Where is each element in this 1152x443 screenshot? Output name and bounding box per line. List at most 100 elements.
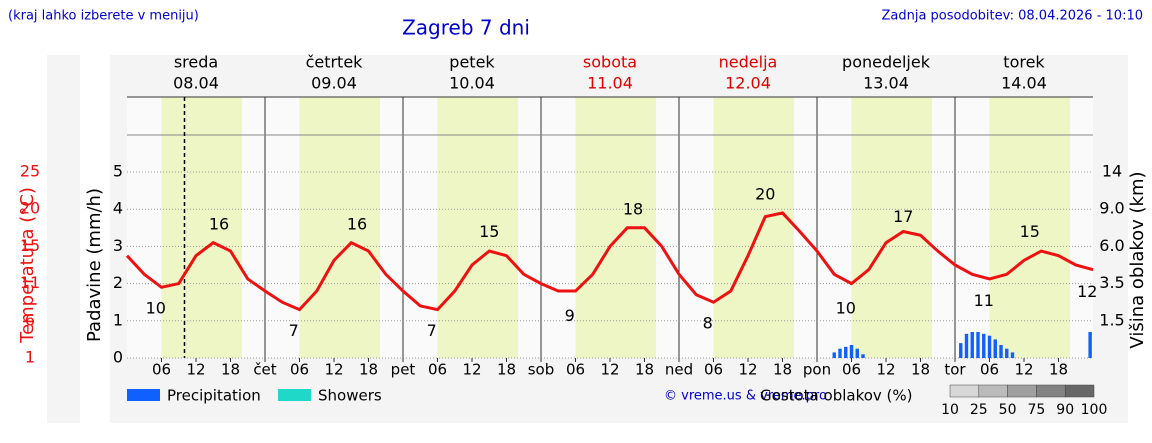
precip-bar: [993, 339, 997, 358]
credit: © vreme.us & vreme.pro: [664, 389, 827, 404]
temp-axis-label: Temperatura (°C): [17, 187, 38, 344]
y2-tick-label: 9.0: [1099, 199, 1124, 218]
precip-bar: [976, 331, 980, 358]
y-tick-label: 3: [113, 236, 123, 255]
y2-axis-label: Višina oblakov (km): [1127, 171, 1148, 348]
temp-label: 16: [347, 214, 367, 233]
precip-bar: [1005, 348, 1009, 358]
cloud-swatch: [1007, 384, 1037, 398]
daylight: [299, 97, 380, 358]
y2-tick-label: 1.5: [1099, 310, 1124, 329]
cloud-swatch: [978, 384, 1008, 398]
temp-label: 12: [1077, 282, 1097, 301]
temperature-line: [125, 211, 1094, 312]
day-date: 12.04: [725, 74, 771, 93]
x-tick-label: tor: [944, 361, 966, 379]
cloud-legend-title: Gostota oblakov (%): [760, 387, 913, 405]
x-tick-label: 18: [221, 361, 240, 379]
precip-bar: [987, 335, 992, 358]
temp-label: 8: [703, 313, 713, 332]
y-tick-label: 0: [113, 348, 123, 367]
y-tick-label: 5: [113, 162, 123, 181]
day-date: 13.04: [863, 74, 909, 93]
day-date: 08.04: [173, 74, 219, 93]
precip-bar: [838, 348, 842, 358]
cloud-swatch: [1036, 384, 1066, 398]
temp-tick-label: 15: [20, 236, 40, 255]
day-name: ponedeljek: [842, 53, 931, 72]
daylight: [437, 97, 518, 358]
x-tick-label: 06: [980, 361, 999, 379]
y-tick-label: 4: [113, 199, 123, 218]
x-tick-label: 06: [704, 361, 723, 379]
x-tick-label: 06: [428, 361, 447, 379]
temp-label: 17: [893, 207, 913, 226]
temp-tick-label: 6: [25, 310, 35, 329]
temp-label: 15: [1020, 222, 1040, 241]
temp-label: 7: [427, 321, 437, 340]
temp-tick-label: 25: [20, 162, 40, 181]
cloud-legend-tick: 90: [1056, 402, 1074, 418]
cloud-legend-tick: 100: [1081, 402, 1108, 418]
precip-bar: [982, 333, 986, 358]
x-tick-label: 18: [359, 361, 378, 379]
temp-label: 11: [974, 291, 994, 310]
x-tick-label: 06: [290, 361, 309, 379]
cloud-swatch: [949, 384, 980, 398]
day-name: sreda: [174, 53, 218, 72]
y2-tick-label: 3.5: [1099, 273, 1124, 292]
temp-tick-label: 11: [20, 273, 40, 292]
precip-bar: [844, 346, 848, 358]
legend-swatch: [278, 389, 311, 401]
cloud-legend-tick: 25: [970, 402, 988, 418]
precip-bar: [861, 354, 865, 358]
day-name: sobota: [583, 53, 637, 72]
precip-bar: [849, 344, 854, 358]
x-tick-label: sob: [528, 361, 555, 379]
cloud-swatch: [1064, 384, 1095, 398]
temp-tick-label: 1: [25, 348, 35, 367]
legend-label: Precipitation: [167, 387, 261, 405]
temp-label: 20: [755, 185, 775, 204]
daylight: [851, 97, 932, 358]
menu-note: (kraj lahko izberete v meniju): [8, 9, 199, 24]
cloud-legend-tick: 75: [1027, 402, 1045, 418]
x-tick-label: 06: [152, 361, 171, 379]
x-tick-label: 18: [635, 361, 654, 379]
x-tick-label: pet: [391, 361, 416, 379]
temp-label: 15: [479, 222, 499, 241]
x-tick-label: 18: [497, 361, 516, 379]
y2-tick-label: 6.0: [1099, 236, 1124, 255]
temp-label: 16: [209, 214, 229, 233]
x-tick-label: 12: [876, 361, 895, 379]
y-tick-label: 2: [113, 273, 123, 292]
temp-label: 10: [146, 299, 166, 318]
left-strip: [47, 55, 80, 423]
legend-swatch: [127, 389, 160, 401]
legend-label: Showers: [318, 387, 382, 405]
precip-bar: [999, 344, 1003, 358]
daylight: [989, 97, 1070, 358]
daylight: [161, 97, 242, 358]
precip-bar: [959, 343, 963, 358]
day-date: 09.04: [311, 74, 357, 93]
temp-label: 7: [289, 321, 299, 340]
precip-bar: [964, 333, 969, 358]
day-date: 14.04: [1001, 74, 1047, 93]
day-date: 11.04: [587, 74, 633, 93]
x-tick-label: 12: [1014, 361, 1033, 379]
x-tick-label: 12: [186, 361, 205, 379]
updated: Zadnja posodobitev: 08.04.2026 - 10:10: [881, 9, 1143, 24]
precip-bar: [1010, 352, 1015, 358]
day-name: četrtek: [306, 53, 364, 72]
x-tick-label: ned: [665, 361, 693, 379]
x-tick-label: 06: [842, 361, 861, 379]
cloud-legend-tick: 50: [999, 402, 1017, 418]
daylight: [713, 97, 794, 358]
x-tick-label: 18: [773, 361, 792, 379]
x-tick-label: pon: [803, 361, 831, 379]
day-name: petek: [449, 53, 495, 72]
x-tick-label: 12: [462, 361, 481, 379]
day-name: nedelja: [719, 53, 778, 72]
